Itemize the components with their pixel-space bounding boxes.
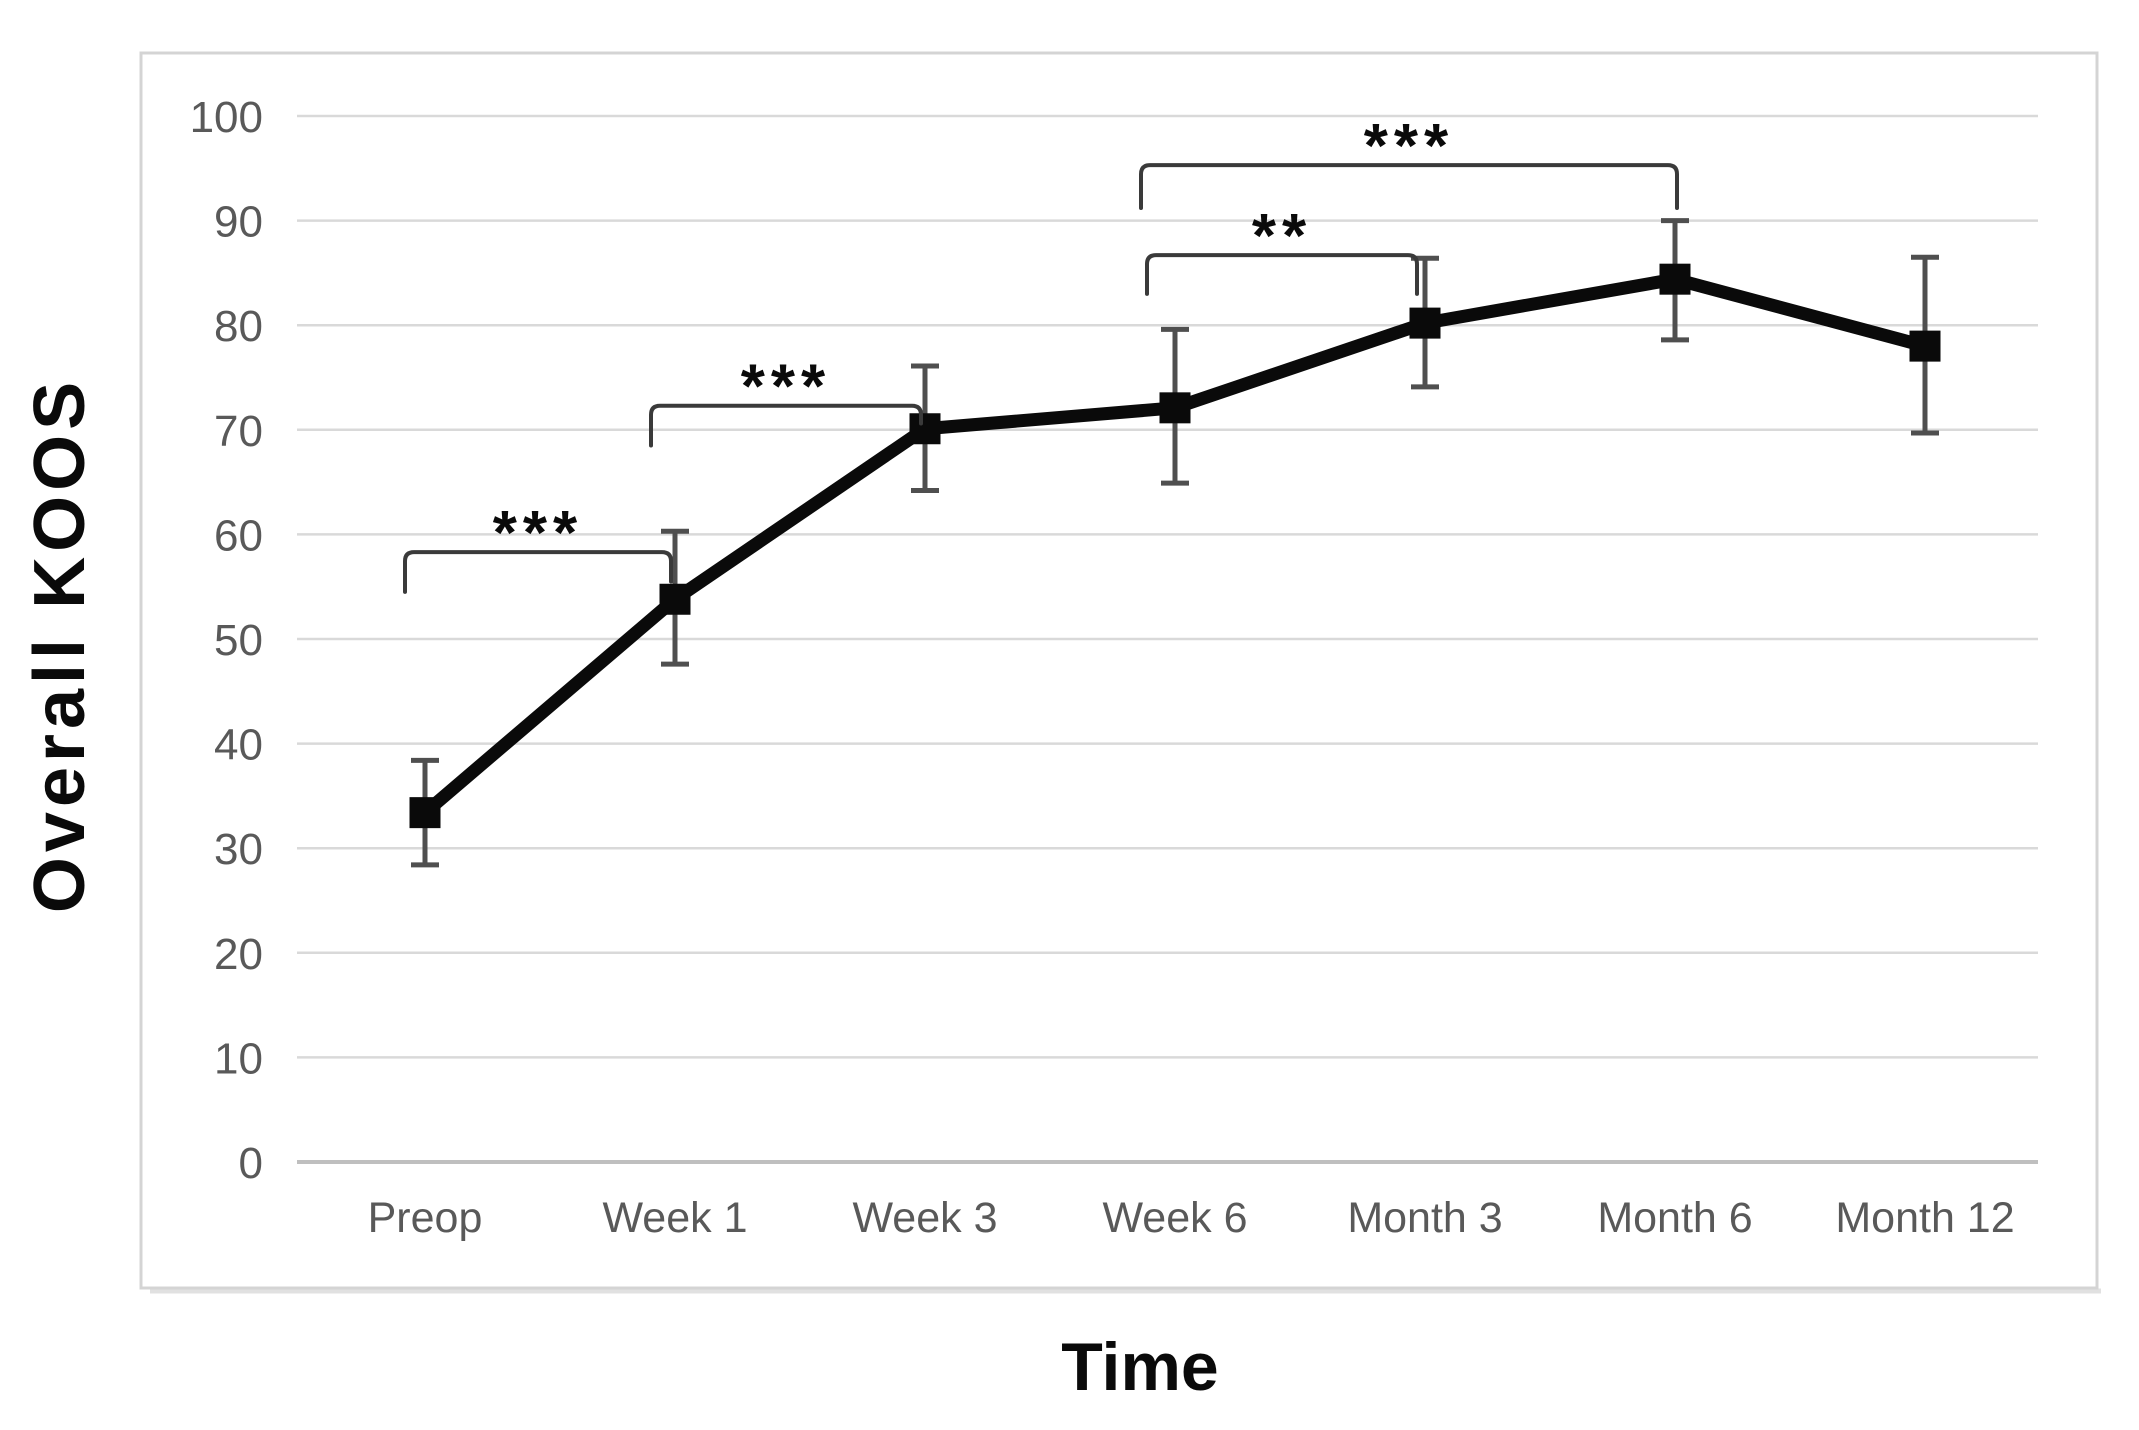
chart-border-outline bbox=[139, 51, 2099, 1290]
y-tick-labels-layer: 0 10 20 30 40 50 60 70 80 90 100 bbox=[190, 93, 263, 1188]
y-tick-label: 10 bbox=[214, 1034, 263, 1083]
y-tick-label: 80 bbox=[214, 302, 263, 351]
x-category-label: Week 1 bbox=[603, 1194, 748, 1242]
y-tick-label: 100 bbox=[190, 93, 263, 142]
y-tick-label: 0 bbox=[239, 1139, 263, 1188]
y-axis-title: Overall KOOS bbox=[20, 377, 100, 913]
data-point-marker bbox=[659, 583, 691, 615]
significance-label: *** bbox=[1364, 112, 1454, 181]
x-category-labels-layer: Preop Week 1 Week 3 Week 6 Month 3 Month 6 Mon… bbox=[368, 1194, 2015, 1242]
gridlines-layer bbox=[297, 114, 2038, 1164]
x-axis-title: Time bbox=[1061, 1329, 1218, 1405]
x-category-label: Week 6 bbox=[1103, 1194, 1248, 1242]
x-category-label: Week 3 bbox=[853, 1194, 998, 1242]
x-category-label: Month 3 bbox=[1347, 1194, 1502, 1242]
x-category-label: Month 6 bbox=[1597, 1194, 1752, 1242]
x-category-label: Preop bbox=[368, 1194, 483, 1242]
significance-bracket bbox=[649, 403, 923, 448]
significance-brackets-layer: *********** bbox=[403, 112, 1679, 594]
data-point-marker bbox=[909, 413, 941, 445]
significance-label: *** bbox=[741, 353, 831, 422]
chart-border-box bbox=[141, 53, 2097, 1288]
y-tick-label: 60 bbox=[214, 511, 263, 560]
data-point-marker bbox=[1659, 263, 1691, 295]
y-tick-label: 20 bbox=[214, 930, 263, 979]
data-point-marker bbox=[1909, 330, 1941, 362]
y-tick-label: 70 bbox=[214, 407, 263, 456]
data-markers-layer bbox=[409, 263, 1941, 829]
significance-bracket bbox=[1139, 163, 1679, 211]
y-tick-label: 50 bbox=[214, 616, 263, 665]
y-tick-label: 90 bbox=[214, 198, 263, 247]
data-point-marker bbox=[409, 797, 441, 829]
x-category-label: Month 12 bbox=[1835, 1194, 2014, 1242]
significance-bracket bbox=[1145, 253, 1419, 296]
significance-bracket bbox=[403, 550, 673, 594]
y-tick-label: 40 bbox=[214, 721, 263, 770]
significance-label: *** bbox=[493, 499, 583, 568]
data-point-marker bbox=[1159, 392, 1191, 424]
data-point-marker bbox=[1409, 307, 1441, 339]
significance-label: ** bbox=[1252, 202, 1312, 271]
y-tick-label: 30 bbox=[214, 825, 263, 874]
